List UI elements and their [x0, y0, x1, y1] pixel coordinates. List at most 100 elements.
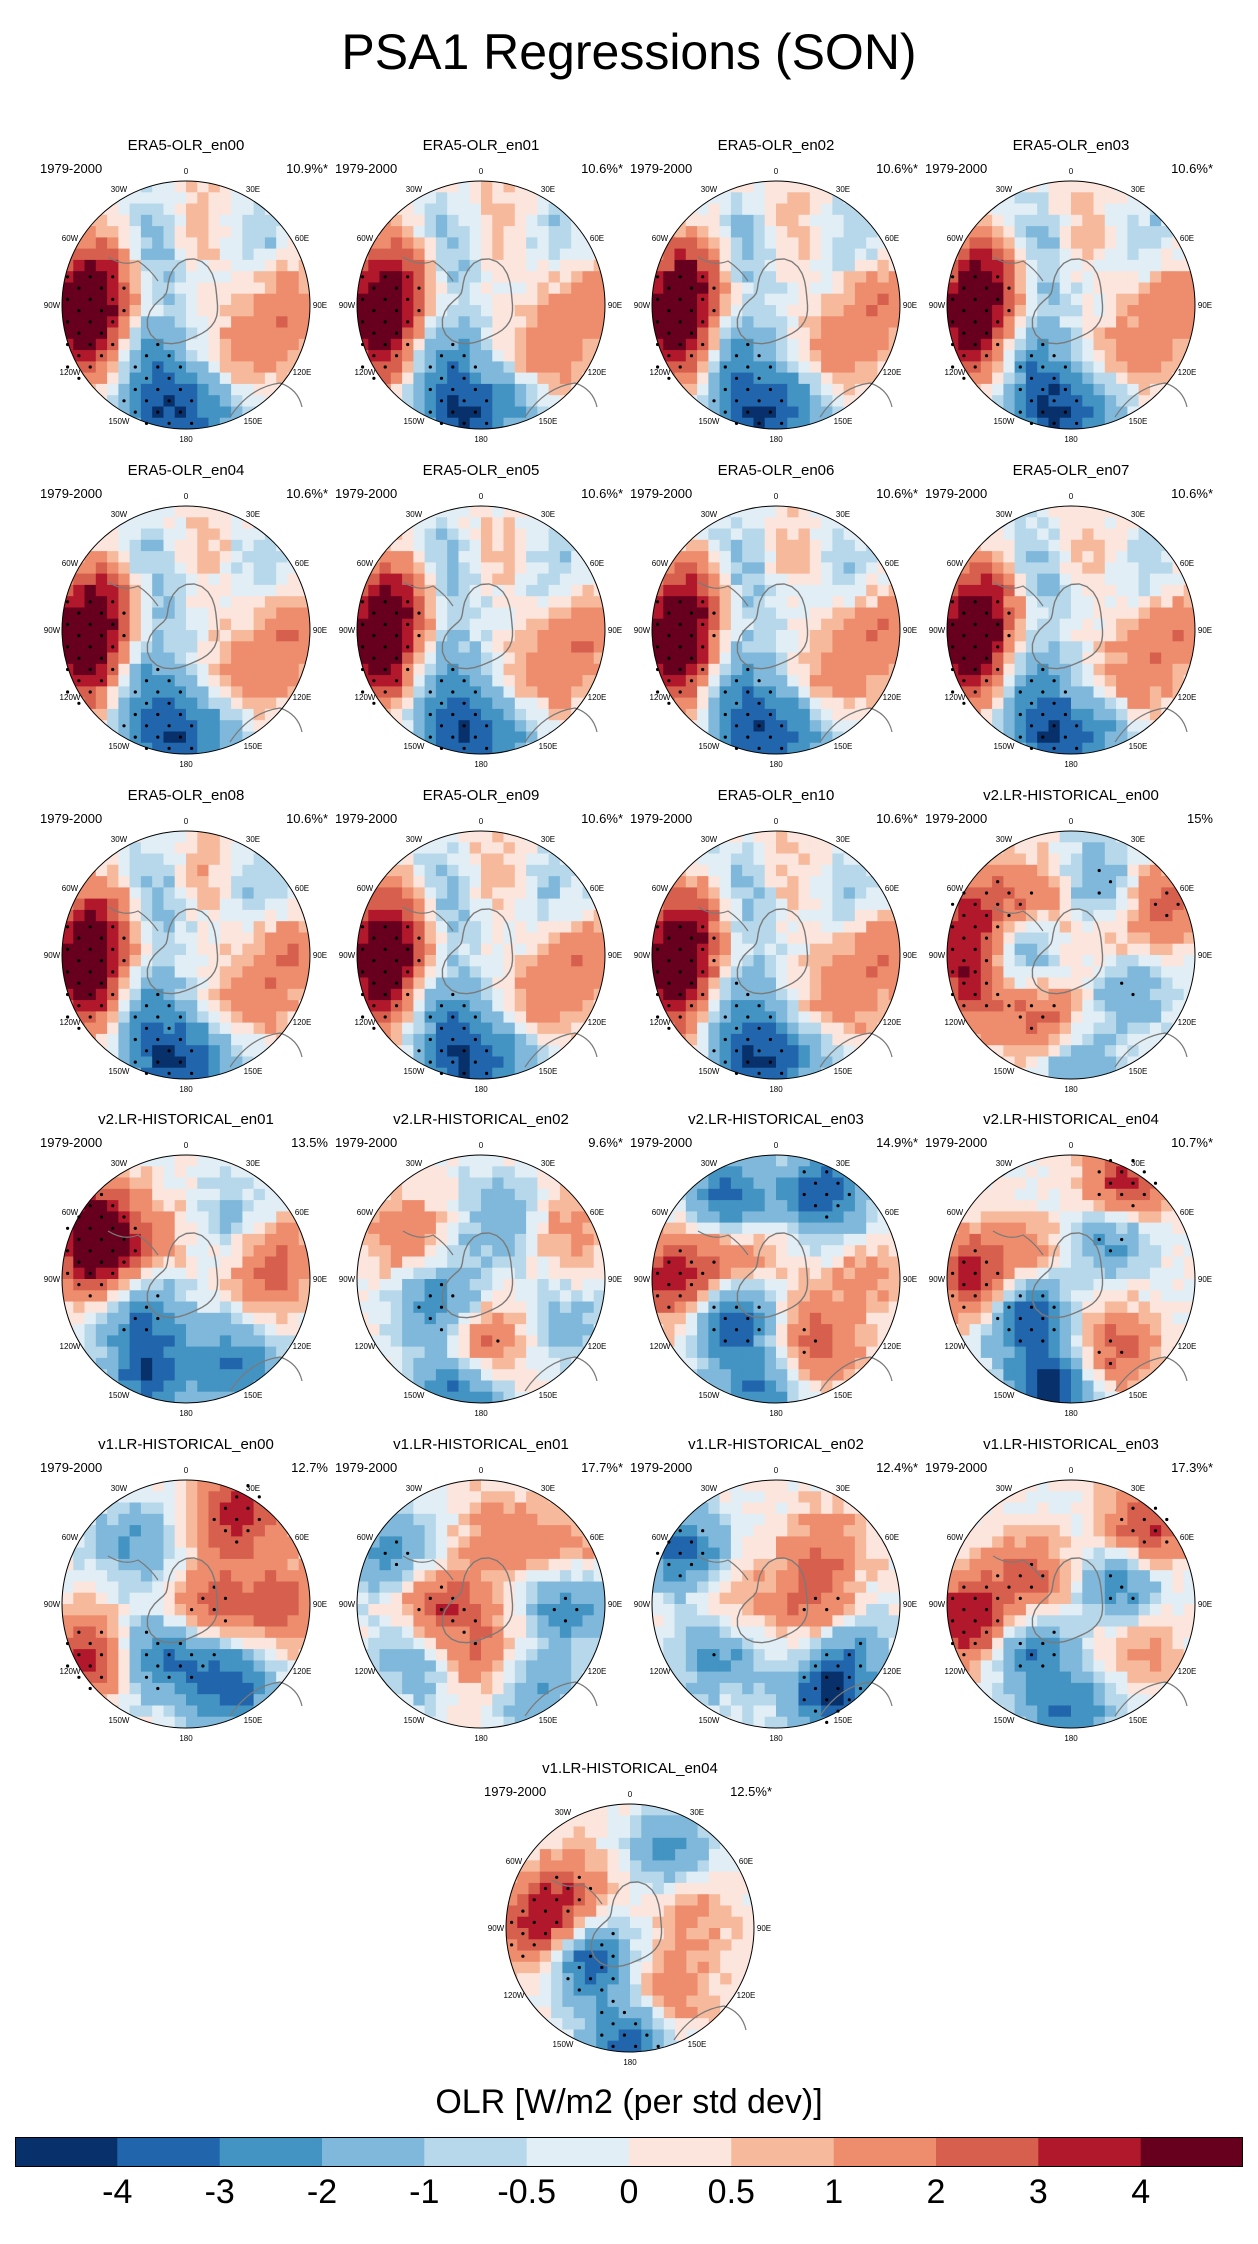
south-america-coastline [992, 1555, 1044, 1581]
map-panel: ERA5-OLR_en00 1979-2000 10.9%* 0 30E 60E 90E 12… [40, 137, 332, 447]
longitude-label: 150E [539, 1391, 558, 1400]
colorbar-swatch [219, 2137, 323, 2167]
antarctica-coastline [441, 908, 514, 995]
longitude-label: 30W [701, 1484, 718, 1493]
antarctica-coastline [1031, 908, 1104, 995]
longitude-label: 180 [474, 435, 488, 444]
longitude-label: 180 [179, 1085, 193, 1094]
antarctica-coastline [441, 583, 514, 670]
map-panel: ERA5-OLR_en02 1979-2000 10.6%* 0 30E 60E 90E 12… [630, 137, 922, 447]
longitude-label: 60E [1180, 559, 1194, 568]
south-america-coastline [551, 1879, 603, 1905]
map-boundary [946, 180, 1196, 430]
longitude-label: 60W [947, 1533, 964, 1542]
longitude-label: 150W [109, 417, 130, 426]
longitude-label: 120E [588, 693, 607, 702]
panel-explained-variance: 12.5%* [730, 1784, 772, 1799]
map-boundary [651, 1154, 901, 1404]
longitude-label: 120W [650, 1018, 671, 1027]
longitude-label: 150E [1129, 1716, 1148, 1725]
longitude-label: 60W [357, 234, 374, 243]
panel-explained-variance: 10.9%* [286, 161, 328, 176]
panel-period: 1979-2000 [925, 1135, 988, 1150]
map-panel: v1.LR-HISTORICAL_en00 1979-2000 12.7% 0 30E 6… [40, 1436, 332, 1746]
australia-coastline [673, 2005, 747, 2041]
longitude-label: 90E [313, 1600, 327, 1609]
polar-map: 0 30E 60E 90E 120E 150E 180 150W 120W 90W 60W 30W [929, 1141, 1212, 1418]
longitude-label: 30E [1131, 835, 1145, 844]
longitude-label: 60E [1180, 234, 1194, 243]
longitude-label: 150W [109, 742, 130, 751]
antarctica-coastline [441, 258, 514, 345]
longitude-label: 150W [994, 1716, 1015, 1725]
longitude-label: 30W [996, 1159, 1013, 1168]
longitude-label: 120E [883, 1018, 902, 1027]
antarctica-coastline [736, 583, 809, 670]
longitude-label: 120W [650, 1342, 671, 1351]
olr-field [947, 1480, 1195, 1728]
longitude-label: 60E [590, 1533, 604, 1542]
longitude-label: 30W [406, 1159, 423, 1168]
south-america-coastline [107, 1230, 159, 1256]
polar-map: 0 30E 60E 90E 120E 150E 180 150W 120W 90W 60W 30W [44, 1141, 327, 1418]
longitude-label: 150W [699, 417, 720, 426]
longitude-label: 90E [757, 1924, 771, 1933]
south-america-coastline [402, 581, 454, 607]
olr-field [357, 1155, 605, 1403]
colorbar-swatch [1140, 2137, 1243, 2167]
panel-period: 1979-2000 [40, 1460, 103, 1475]
panel-period: 1979-2000 [630, 811, 693, 826]
longitude-label: 0 [184, 817, 189, 826]
panel-period: 1979-2000 [335, 161, 398, 176]
map-panel: ERA5-OLR_en10 1979-2000 10.6%* 0 30E 60E 90E 12… [630, 787, 922, 1097]
longitude-label: 120W [355, 1018, 376, 1027]
south-america-coastline [992, 581, 1044, 607]
map-panel: ERA5-OLR_en05 1979-2000 10.6%* 0 30E 60E 90E 12… [335, 462, 627, 772]
map-boundary [946, 830, 1196, 1080]
longitude-label: 180 [769, 1085, 783, 1094]
longitude-label: 30W [111, 835, 128, 844]
longitude-label: 120E [1178, 1667, 1197, 1676]
longitude-label: 120W [355, 693, 376, 702]
longitude-label: 0 [1069, 1141, 1074, 1150]
longitude-label: 90W [634, 1275, 651, 1284]
longitude-label: 150E [1129, 1391, 1148, 1400]
longitude-label: 0 [774, 1466, 779, 1475]
longitude-label: 30E [541, 185, 555, 194]
panel-period: 1979-2000 [484, 1784, 547, 1799]
panel-title: v1.LR-HISTORICAL_en01 [393, 1436, 569, 1453]
map-boundary [356, 505, 606, 755]
longitude-label: 150W [404, 1716, 425, 1725]
longitude-label: 180 [179, 1734, 193, 1743]
longitude-label: 0 [479, 1141, 484, 1150]
longitude-label: 60E [885, 1208, 899, 1217]
longitude-label: 60W [357, 884, 374, 893]
longitude-label: 90W [44, 626, 61, 635]
map-panel: v2.LR-HISTORICAL_en01 1979-2000 13.5% 0 30E 6… [40, 1111, 332, 1421]
south-america-coastline [107, 1555, 159, 1581]
map-boundary [356, 1154, 606, 1404]
longitude-label: 180 [474, 760, 488, 769]
longitude-label: 30E [246, 510, 260, 519]
polar-map: 0 30E 60E 90E 120E 150E 180 150W 120W 90W 60W 30W [634, 167, 917, 444]
map-boundary [356, 1479, 606, 1729]
panel-explained-variance: 14.9%* [876, 1135, 918, 1150]
longitude-label: 90W [339, 1600, 356, 1609]
longitude-label: 90W [929, 1275, 946, 1284]
australia-coastline [819, 707, 893, 743]
longitude-label: 180 [1064, 1085, 1078, 1094]
longitude-label: 30W [996, 510, 1013, 519]
longitude-label: 150W [699, 1067, 720, 1076]
australia-coastline [524, 707, 598, 743]
panel-title: v1.LR-HISTORICAL_en00 [98, 1436, 274, 1453]
antarctica-coastline [736, 1557, 809, 1644]
longitude-label: 150E [244, 1067, 263, 1076]
panel-period: 1979-2000 [630, 1460, 693, 1475]
longitude-label: 90E [903, 301, 917, 310]
longitude-label: 150E [244, 1716, 263, 1725]
map-boundary [356, 180, 606, 430]
longitude-label: 120E [293, 1342, 312, 1351]
australia-coastline [229, 707, 303, 743]
longitude-label: 30W [406, 835, 423, 844]
longitude-label: 150E [539, 417, 558, 426]
